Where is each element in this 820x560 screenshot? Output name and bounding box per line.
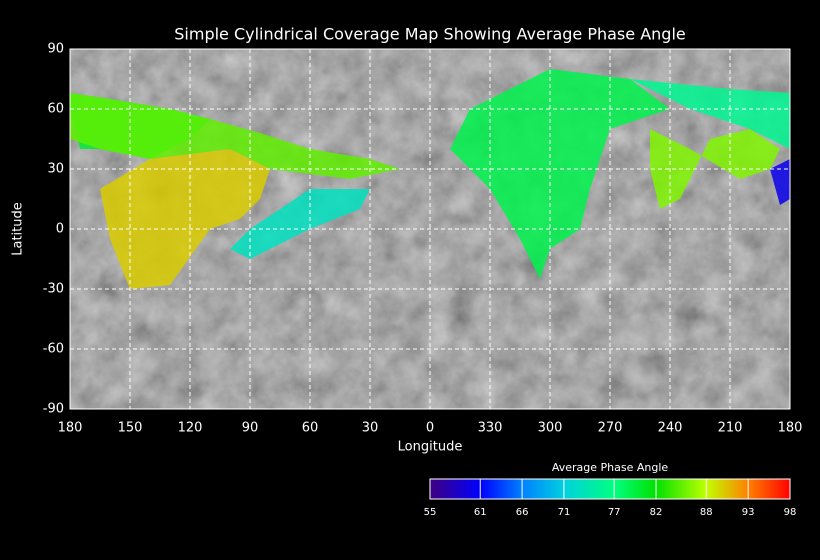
- x-tick-label: 210: [718, 421, 743, 436]
- x-tick-label: 300: [538, 421, 563, 436]
- colorbar-ticks: 55 61 66 71 77 82 88 93 98: [424, 479, 797, 518]
- x-tick-label: 60: [302, 421, 319, 436]
- plot-frame: [69, 48, 791, 410]
- x-tick-label: 330: [478, 421, 503, 436]
- coverage-region: [630, 79, 790, 149]
- y-tick-label: 90: [47, 42, 64, 57]
- coverage-region: [70, 93, 400, 179]
- colorbar-tick-label: 71: [558, 507, 571, 518]
- y-tick-label: -60: [43, 342, 64, 357]
- x-tick-label: 240: [658, 421, 683, 436]
- y-tick-label: 60: [47, 102, 64, 117]
- x-tick-label: 180: [58, 421, 83, 436]
- y-axis-label: Latitude: [11, 202, 26, 256]
- x-tick-label: 120: [178, 421, 203, 436]
- coverage-region: [230, 189, 370, 259]
- colorbar-tick-label: 77: [608, 507, 621, 518]
- x-tick-label: 30: [362, 421, 379, 436]
- x-tick-label: 150: [118, 421, 143, 436]
- x-axis-label: Longitude: [398, 440, 463, 455]
- coverage-region: [450, 69, 670, 279]
- y-tick-label: 0: [56, 222, 64, 237]
- colorbar-tick-label: 61: [474, 507, 487, 518]
- chart-title: Simple Cylindrical Coverage Map Showing …: [174, 25, 685, 44]
- y-tick-label: -30: [43, 282, 64, 297]
- x-tick-label: 180: [778, 421, 803, 436]
- colorbar-tick-label: 88: [700, 507, 713, 518]
- colorbar-tick-label: 98: [784, 507, 797, 518]
- colorbar-tick-label: 55: [424, 507, 437, 518]
- colorbar-tick-label: 93: [742, 507, 755, 518]
- coverage-region: [650, 129, 780, 209]
- x-tick-label: 270: [598, 421, 623, 436]
- y-tick-label: 30: [47, 162, 64, 177]
- x-tick-label: 90: [242, 421, 259, 436]
- coverage: [70, 69, 790, 289]
- colorbar-label: Average Phase Angle: [552, 461, 669, 474]
- colorbar-tick-label: 82: [650, 507, 663, 518]
- x-tick-label: 0: [426, 421, 434, 436]
- coverage-region: [770, 159, 790, 205]
- colorbar-tick-label: 66: [516, 507, 529, 518]
- y-tick-label: -90: [43, 402, 64, 417]
- colorbar: [429, 478, 791, 500]
- grid: 180 150 120 90 60 30 0 330 300 270 240 210 180-90-60…: [43, 42, 803, 436]
- coverage-region: [100, 149, 270, 289]
